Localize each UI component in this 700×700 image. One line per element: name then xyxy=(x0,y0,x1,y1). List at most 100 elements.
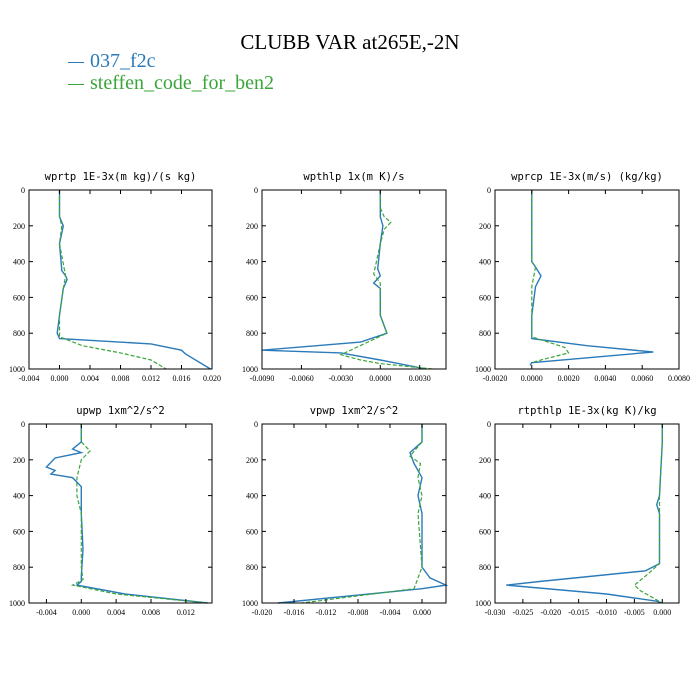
x-tick-label: -0.030 xyxy=(485,608,506,617)
legend-label-1: 037_f2c xyxy=(90,50,156,72)
legend-line-1 xyxy=(68,61,84,63)
y-tick-label: 0 xyxy=(487,420,491,429)
y-tick-label: 1000 xyxy=(9,599,25,608)
y-tick-label: 1000 xyxy=(475,599,491,608)
series-line-2 xyxy=(633,424,663,604)
x-tick-label: -0.020 xyxy=(540,608,561,617)
x-tick-label: 0.012 xyxy=(142,374,160,383)
y-tick-label: 600 xyxy=(13,527,25,536)
x-tick-label: -0.020 xyxy=(252,608,273,617)
x-tick-label: -0.025 xyxy=(513,608,534,617)
y-tick-label: 0 xyxy=(21,420,25,429)
y-tick-label: 0 xyxy=(21,186,25,195)
series-line-1 xyxy=(506,424,663,604)
x-tick-label: -0.010 xyxy=(596,608,617,617)
x-tick-label: -0.016 xyxy=(284,608,305,617)
legend-label-2: steffen_code_for_ben2 xyxy=(90,72,275,94)
panel-title-3: wprcp 1E-3x(m/s) (kg/kg) xyxy=(511,171,663,183)
panel-title-6: rtpthlp 1E-3x(kg K)/kg xyxy=(517,405,656,417)
chart-panel-6: rtpthlp 1E-3x(kg K)/kg02004006008001000-… xyxy=(475,405,680,617)
y-tick-label: 1000 xyxy=(9,365,25,374)
figure-title: CLUBB VAR at265E,-2N xyxy=(240,30,460,54)
x-tick-label: 0.020 xyxy=(203,374,221,383)
series-line-1 xyxy=(56,190,211,370)
legend-entry-1: 037_f2c xyxy=(68,50,156,73)
series-line-1 xyxy=(529,190,654,366)
y-tick-label: 200 xyxy=(246,222,258,231)
x-tick-label: 0.016 xyxy=(173,374,191,383)
y-tick-label: 200 xyxy=(13,222,25,231)
x-tick-label: 0.004 xyxy=(81,374,99,383)
y-tick-label: 200 xyxy=(479,222,491,231)
series-line-2 xyxy=(70,424,208,604)
x-tick-label: 0.008 xyxy=(142,608,160,617)
y-tick-label: 400 xyxy=(246,492,258,501)
x-tick-label: -0.0090 xyxy=(250,374,275,383)
x-tick-label: 0.000 xyxy=(72,608,90,617)
x-tick-label: 0.0000 xyxy=(521,374,543,383)
plot-frame xyxy=(494,189,680,370)
y-tick-label: 800 xyxy=(246,563,258,572)
y-tick-label: 1000 xyxy=(242,365,258,374)
x-tick-label: -0.015 xyxy=(568,608,589,617)
x-tick-label: -0.0030 xyxy=(329,374,354,383)
y-tick-label: 400 xyxy=(246,258,258,267)
x-tick-label: 0.0030 xyxy=(409,374,431,383)
plot-frame xyxy=(261,189,447,370)
y-tick-label: 600 xyxy=(246,527,258,536)
x-tick-label: -0.005 xyxy=(624,608,645,617)
x-tick-label: 0.000 xyxy=(51,374,69,383)
series-line-2 xyxy=(301,424,423,604)
plot-frame xyxy=(261,423,447,604)
y-tick-label: 600 xyxy=(479,293,491,302)
x-tick-label: 0.000 xyxy=(653,608,671,617)
y-tick-label: 1000 xyxy=(475,365,491,374)
chart-panel-4: upwp 1xm^2/s^2 0 200 400 600 800 1000 -0.004 0.0… xyxy=(9,405,213,617)
y-tick-label: 400 xyxy=(479,492,491,501)
panel-title-5: vpwp 1xm^2/s^2 xyxy=(310,405,399,417)
chart-panel-2: wpthlp 1x(m K)/s 0 200 400 600 800 1000-0.0090… xyxy=(242,171,447,383)
x-tick-label: 0.0020 xyxy=(558,374,580,383)
chart-panel-1: wprtp 1E-3x(m kg)/(s kg) 0 200 400 600 800 100… xyxy=(9,171,221,383)
chart-panel-5: vpwp 1xm^2/s^2 0 200 400 600 800 1000-0.020 -0.… xyxy=(242,405,449,617)
y-tick-label: 200 xyxy=(13,456,25,465)
x-tick-label: -0.004 xyxy=(19,374,40,383)
x-tick-label: 0.004 xyxy=(107,608,125,617)
y-tick-label: 400 xyxy=(13,492,25,501)
y-tick-label: 400 xyxy=(13,258,25,267)
y-tick-label: 800 xyxy=(13,563,25,572)
y-tick-label: 800 xyxy=(13,329,25,338)
y-tick-label: 600 xyxy=(246,293,258,302)
y-tick-label: 800 xyxy=(479,329,491,338)
series-line-1 xyxy=(45,424,208,604)
y-tick-label: 800 xyxy=(479,563,491,572)
x-tick-label: 0.000 xyxy=(413,608,431,617)
y-tick-label: 600 xyxy=(13,293,25,302)
x-tick-label: 0.0060 xyxy=(631,374,653,383)
x-tick-label: -0.008 xyxy=(348,608,369,617)
legend-line-2 xyxy=(68,83,84,85)
legend-entry-2: steffen_code_for_ben2 xyxy=(68,72,274,95)
x-tick-label: 0.0000 xyxy=(369,374,391,383)
y-tick-label: 200 xyxy=(479,456,491,465)
plot-frame xyxy=(494,423,680,604)
x-tick-label: -0.012 xyxy=(316,608,337,617)
x-tick-label: 0.0040 xyxy=(594,374,616,383)
x-tick-label: -0.004 xyxy=(380,608,401,617)
panel-title-1: wprtp 1E-3x(m kg)/(s kg) xyxy=(45,171,197,183)
series-line-1 xyxy=(261,190,427,370)
y-tick-label: 400 xyxy=(479,258,491,267)
x-tick-label: 0.012 xyxy=(177,608,195,617)
x-tick-label: -0.0060 xyxy=(289,374,314,383)
chart-panel-3: wprcp 1E-3x(m/s) (kg/kg) 0 200 400 600 800 100… xyxy=(475,171,690,383)
x-tick-label: 0.008 xyxy=(112,374,130,383)
y-tick-label: 0 xyxy=(254,186,258,195)
series-line-2 xyxy=(58,190,167,370)
y-tick-label: 800 xyxy=(246,329,258,338)
series-line-2 xyxy=(339,190,433,370)
panel-title-2: wpthlp 1x(m K)/s xyxy=(303,171,404,183)
x-tick-label: 0.0080 xyxy=(668,374,690,383)
series-line-2 xyxy=(531,190,570,364)
series-line-1 xyxy=(277,424,449,604)
